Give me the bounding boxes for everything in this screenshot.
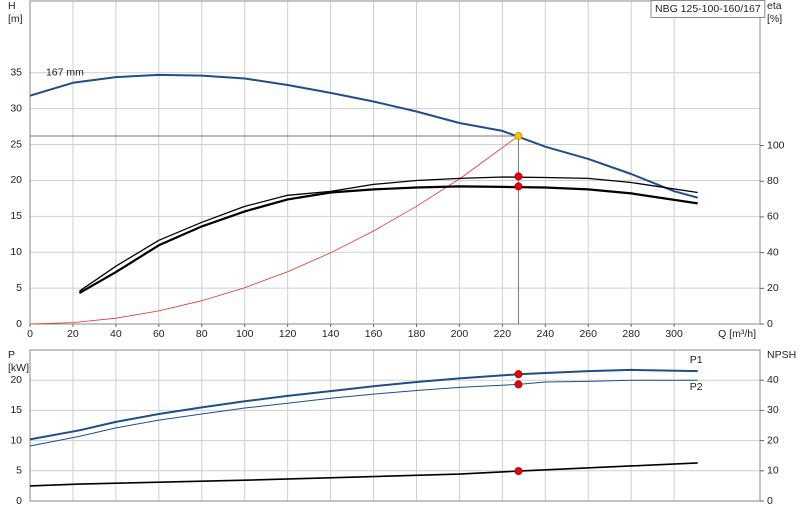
x-tick-label: 260	[579, 328, 597, 340]
y2-tick-label: 20	[767, 282, 779, 294]
x-tick-label: 300	[665, 328, 683, 340]
x-tick-label: 20	[67, 328, 79, 340]
y-tick-label: 20	[10, 174, 22, 186]
x-tick-label: 40	[110, 328, 122, 340]
y-axis-label: [kW]	[8, 362, 29, 374]
y-tick-label: 5	[16, 282, 22, 294]
y2-tick-label: 40	[767, 374, 779, 386]
y2-tick-label: 60	[767, 211, 779, 223]
series-label: 167 mm	[46, 67, 84, 79]
series-line	[29, 462, 698, 487]
series-line	[29, 73, 698, 199]
x-tick-label: 180	[408, 328, 426, 340]
model-label-box	[650, 0, 766, 18]
y-tick-label: 0	[16, 318, 22, 330]
y2-tick-label: 0	[767, 495, 773, 507]
y-tick-label: 0	[16, 495, 22, 507]
plot-frame	[29, 0, 761, 325]
x-tick-label: 220	[494, 328, 512, 340]
operating-point	[514, 467, 523, 476]
series-line	[29, 379, 698, 447]
series-line	[29, 368, 698, 441]
x-tick-label: 140	[322, 328, 340, 340]
y-tick-label: 5	[16, 465, 22, 477]
model-label: NBG 125-100-160/167	[655, 3, 761, 15]
x-tick-label: 200	[451, 328, 469, 340]
x-tick-label: 120	[279, 328, 297, 340]
y2-axis-label: [%]	[767, 13, 782, 25]
y-tick-label: 25	[10, 138, 22, 150]
y2-tick-label: 10	[767, 465, 779, 477]
series-label: P2	[690, 381, 703, 393]
operating-point	[514, 380, 523, 389]
operating-point	[514, 131, 523, 140]
y2-tick-label: 0	[767, 318, 773, 330]
y2-tick-label: 40	[767, 246, 779, 258]
y-tick-label: 15	[10, 404, 22, 416]
x-tick-label: 100	[236, 328, 254, 340]
operating-point	[514, 370, 523, 379]
series-line	[79, 176, 698, 292]
y-tick-label: 20	[10, 374, 22, 386]
x-tick-label: 280	[622, 328, 640, 340]
operating-point	[514, 172, 523, 181]
y2-tick-label: 80	[767, 175, 779, 187]
y2-axis-label: eta	[767, 0, 782, 12]
y2-tick-label: 100	[767, 139, 785, 151]
x-axis-label: Q [m³/h]	[718, 328, 756, 340]
y-tick-label: 10	[10, 434, 22, 446]
y-axis-label: [m]	[8, 13, 23, 25]
series-line	[78, 185, 698, 295]
operating-point	[514, 182, 523, 191]
y-tick-label: 35	[10, 67, 22, 79]
series-label: P1	[690, 354, 703, 366]
plot-frame	[29, 349, 761, 502]
y2-axis-label: NPSH	[767, 349, 796, 361]
y2-tick-label: 30	[767, 404, 779, 416]
x-tick-label: 240	[537, 328, 555, 340]
y-axis-label: H	[8, 0, 16, 12]
series-line	[29, 135, 519, 325]
y-tick-label: 30	[10, 102, 22, 114]
x-tick-label: 0	[27, 328, 33, 340]
x-tick-label: 80	[196, 328, 208, 340]
x-tick-label: 160	[365, 328, 383, 340]
y-tick-label: 10	[10, 246, 22, 258]
x-tick-label: 60	[153, 328, 165, 340]
y2-tick-label: 20	[767, 434, 779, 446]
y-tick-label: 15	[10, 210, 22, 222]
y-axis-label: P	[8, 349, 15, 361]
